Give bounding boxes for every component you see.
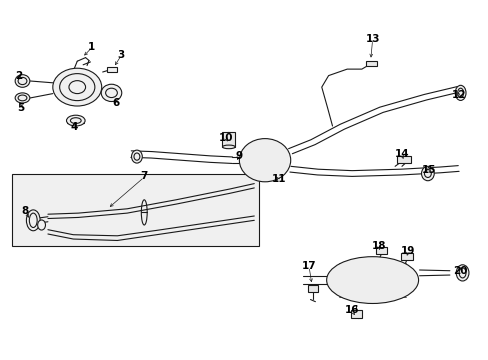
Text: 8: 8 [22,206,29,216]
Text: 4: 4 [70,122,78,132]
Ellipse shape [239,139,290,182]
Text: 11: 11 [271,174,285,184]
Ellipse shape [53,68,102,106]
Ellipse shape [26,210,40,231]
Bar [106,67,117,72]
Bar [12,174,259,246]
Ellipse shape [326,257,418,303]
Text: 13: 13 [365,34,379,44]
Ellipse shape [131,150,142,163]
Ellipse shape [222,132,235,147]
Text: 3: 3 [118,50,124,60]
Ellipse shape [455,265,468,281]
Ellipse shape [38,220,45,230]
Text: 1: 1 [88,42,95,52]
Bar [375,247,386,254]
Ellipse shape [222,145,235,149]
Bar [307,285,317,292]
Text: 19: 19 [400,246,415,256]
Ellipse shape [15,75,30,87]
Text: 18: 18 [371,240,386,251]
Ellipse shape [454,85,465,100]
Text: 12: 12 [450,90,465,100]
Bar [222,132,235,147]
Ellipse shape [101,84,122,102]
Bar [400,253,412,260]
Text: 2: 2 [15,71,22,81]
Text: 6: 6 [113,98,120,108]
Text: 5: 5 [17,103,24,113]
Text: 16: 16 [344,305,359,315]
Text: 20: 20 [452,266,467,276]
Ellipse shape [66,115,85,126]
Text: 9: 9 [235,150,242,161]
Text: 7: 7 [140,171,148,181]
Ellipse shape [421,166,433,181]
Text: 17: 17 [301,261,316,271]
Ellipse shape [15,93,30,103]
Text: 15: 15 [421,165,436,175]
Bar [350,310,361,318]
Bar [365,61,376,66]
Bar [396,156,410,163]
Text: 14: 14 [394,149,408,159]
Text: 10: 10 [218,132,233,143]
